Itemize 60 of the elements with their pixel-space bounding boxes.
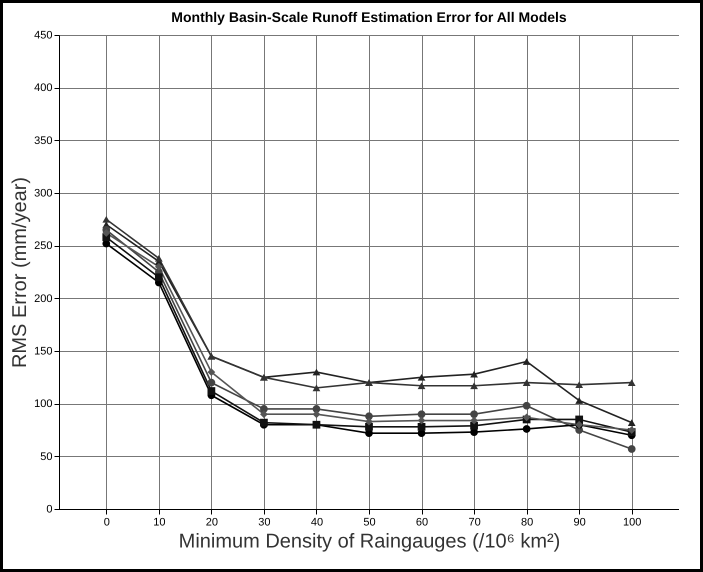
point [470,410,478,418]
point [470,416,478,424]
point [154,262,163,271]
x-tick-label: 40 [310,516,324,528]
y-tick-label: 200 [34,292,52,305]
point [102,229,110,237]
point [628,379,636,386]
point [522,402,530,410]
point [522,413,530,422]
point [260,418,268,426]
point [418,382,426,390]
point [418,410,426,418]
point [418,422,426,431]
point [628,445,636,453]
x-tick-label: 100 [623,516,642,528]
x-tick-label: 20 [206,516,218,528]
x-tick-label: 10 [153,516,166,528]
point [312,410,320,418]
y-tick-label: 50 [40,450,52,463]
point [365,418,373,426]
x-tick-label: 80 [521,516,534,528]
y-axis-title: RMS Error (mm/year) [9,176,32,368]
point [522,379,530,386]
point [312,368,320,376]
x-tick-label: 90 [574,516,586,528]
point [522,425,530,433]
point [470,382,478,390]
y-tick-label: 400 [34,82,52,94]
x-tick-label: 70 [468,516,481,528]
point [208,387,216,395]
point [418,374,426,381]
point [522,358,530,365]
point [365,422,373,431]
x-axis-title: Minimum Density of Raingauges (/10⁶ km²) [178,530,560,552]
chart-title: Monthly Basin-Scale Runoff Estimation Error for All Models [171,9,567,25]
point [575,381,584,388]
point [208,368,216,376]
point [470,422,478,430]
point [102,216,110,223]
y-tick-label: 150 [34,346,52,358]
point [575,397,584,404]
x-tick-label: 0 [104,516,110,528]
point [154,254,163,262]
point [628,419,636,426]
x-tick-label: 30 [258,516,271,528]
x-tick-label: 50 [363,516,376,528]
point [312,384,320,392]
point [575,416,584,424]
y-tick-label: 350 [34,134,52,147]
point [260,410,268,418]
y-tick-label: 450 [34,30,52,42]
point [418,416,426,424]
y-tick-label: 100 [34,398,52,410]
point [154,273,163,282]
point [470,370,478,378]
y-tick-label: 300 [34,188,52,200]
x-tick-label: 60 [416,516,428,528]
point [208,378,216,386]
y-tick-label: 0 [46,504,52,516]
y-tick-label: 250 [34,240,52,252]
